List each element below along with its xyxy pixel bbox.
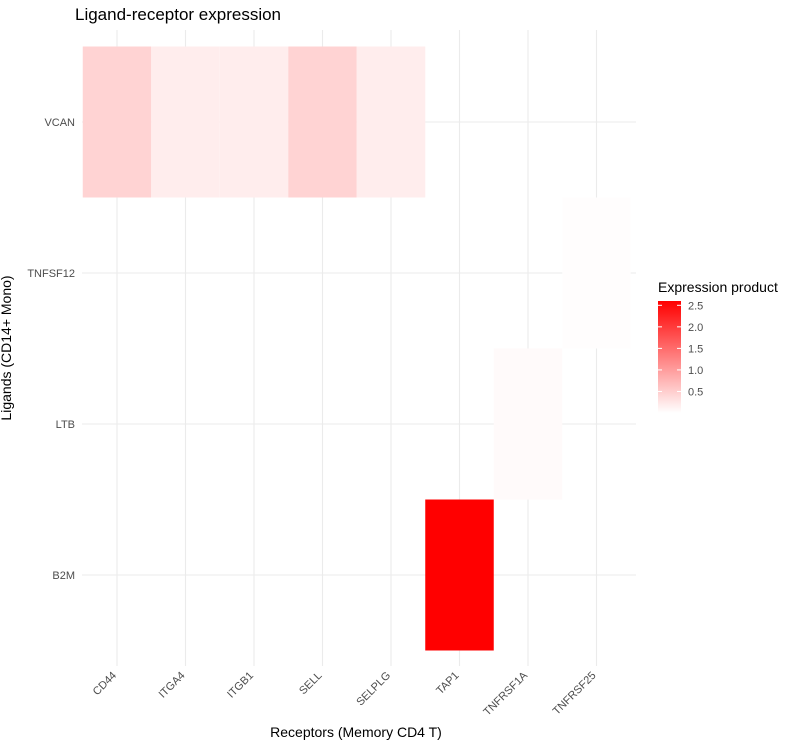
heatmap-cell <box>493 348 563 500</box>
legend-tick-label: 0.5 <box>688 386 703 398</box>
x-tick-label: CD44 <box>91 670 119 698</box>
chart-title: Ligand-receptor expression <box>75 5 281 24</box>
y-axis-ticks: B2M LTB TNFSF12 VCAN <box>27 117 75 582</box>
heatmap-cell <box>425 499 494 651</box>
heatmap-cell <box>288 46 357 198</box>
x-tick-label: TNFRSF25 <box>551 670 599 718</box>
x-tick-label: ITGA4 <box>157 670 188 701</box>
y-tick-label: B2M <box>52 570 75 582</box>
y-tick-label: TNFSF12 <box>27 268 75 280</box>
y-tick-label: LTB <box>56 419 75 431</box>
legend-title: Expression product <box>658 279 778 295</box>
heatmap-cell <box>219 46 289 198</box>
legend-tick-label: 2.5 <box>688 300 703 312</box>
legend-tick-label: 2.0 <box>688 322 703 334</box>
heatmap-cell <box>151 46 220 198</box>
heatmap-cells <box>82 46 631 651</box>
heatmap-cell <box>562 197 631 349</box>
legend-tick-label: 1.0 <box>688 365 703 377</box>
legend-tick-label: 1.5 <box>688 343 703 355</box>
y-axis-title: Ligands (CD14+ Mono) <box>0 275 14 420</box>
x-tick-label: ITGB1 <box>225 670 256 701</box>
x-axis-title: Receptors (Memory CD4 T) <box>270 724 442 740</box>
legend-ticks: 0.5 1.0 1.5 2.0 2.5 <box>658 300 703 398</box>
x-tick-label: SELL <box>297 670 325 698</box>
heatmap-cell <box>356 46 426 198</box>
x-tick-label: TNFRSF1A <box>481 669 530 718</box>
x-tick-label: SELPLG <box>354 670 393 709</box>
x-tick-label: TAP1 <box>434 670 461 697</box>
x-axis-ticks: CD44 ITGA4 ITGB1 SELL SELPLG TAP1 TNFRSF1A TNFR… <box>91 669 599 718</box>
color-legend: Expression product 0.5 1.0 1.5 2.0 2.5 <box>658 279 778 413</box>
y-tick-label: VCAN <box>44 117 75 129</box>
legend-colorbar <box>658 301 681 413</box>
heatmap-cell <box>82 46 152 198</box>
